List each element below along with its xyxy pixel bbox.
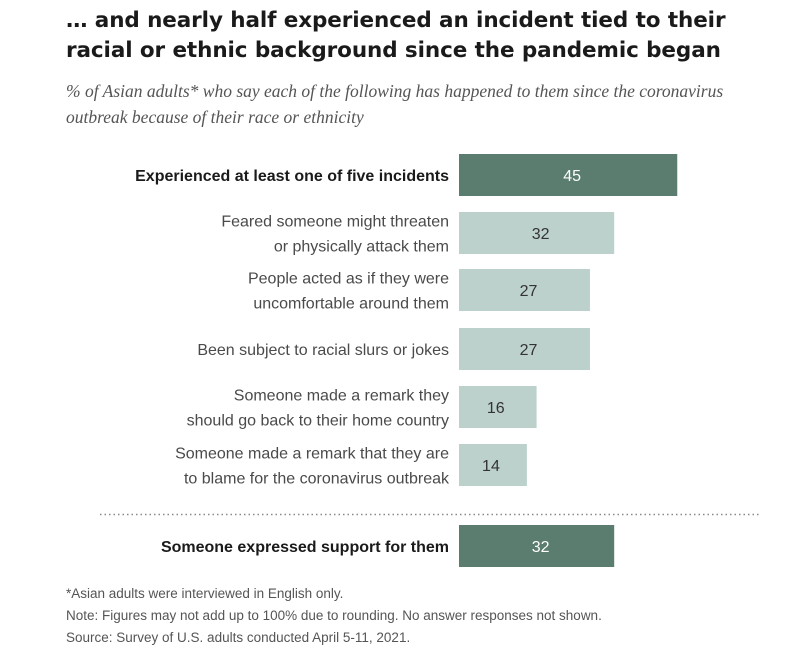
bar: [459, 154, 678, 196]
bar-value-label: 14: [482, 458, 500, 475]
footnotes: *Asian adults were interviewed in Englis…: [66, 583, 786, 649]
bar-value-label: 27: [520, 342, 538, 359]
bar-value-label: 32: [532, 539, 550, 556]
bar-value-label: 45: [563, 168, 581, 185]
bar-value-label: 32: [532, 226, 550, 243]
chart-title: … and nearly half experienced an inciden…: [66, 8, 726, 63]
category-label: uncomfortable around them: [253, 296, 449, 313]
category-label: People acted as if they were: [248, 271, 449, 288]
bar: [459, 386, 537, 428]
category-label: Someone made a remark they: [234, 388, 449, 405]
category-label: to blame for the coronavirus outbreak: [184, 471, 450, 488]
bar-value-label: 16: [487, 400, 505, 417]
category-label: Someone made a remark that they are: [175, 446, 449, 463]
bar: [459, 269, 590, 311]
category-label: or physically attack them: [274, 239, 449, 256]
category-label: Experienced at least one of five inciden…: [135, 168, 449, 185]
bar: [459, 328, 590, 370]
category-label: Been subject to racial slurs or jokes: [197, 342, 449, 359]
bar-value-label: 27: [520, 283, 538, 300]
bar: [459, 525, 615, 567]
footnote-note: Note: Figures may not add up to 100% due…: [66, 608, 602, 623]
footnote-source: Source: Survey of U.S. adults conducted …: [66, 630, 411, 645]
category-label: Someone expressed support for them: [161, 539, 449, 556]
category-label: Feared someone might threaten: [221, 214, 449, 231]
chart-subtitle: % of Asian adults* who say each of the f…: [66, 81, 724, 127]
bar: [459, 212, 615, 254]
bar: [459, 444, 527, 486]
category-label: should go back to their home country: [187, 413, 449, 430]
bar-chart: 45 Experienced at least one of five incid…: [100, 154, 760, 567]
footnote-asterisk: *Asian adults were interviewed in Englis…: [66, 586, 344, 601]
